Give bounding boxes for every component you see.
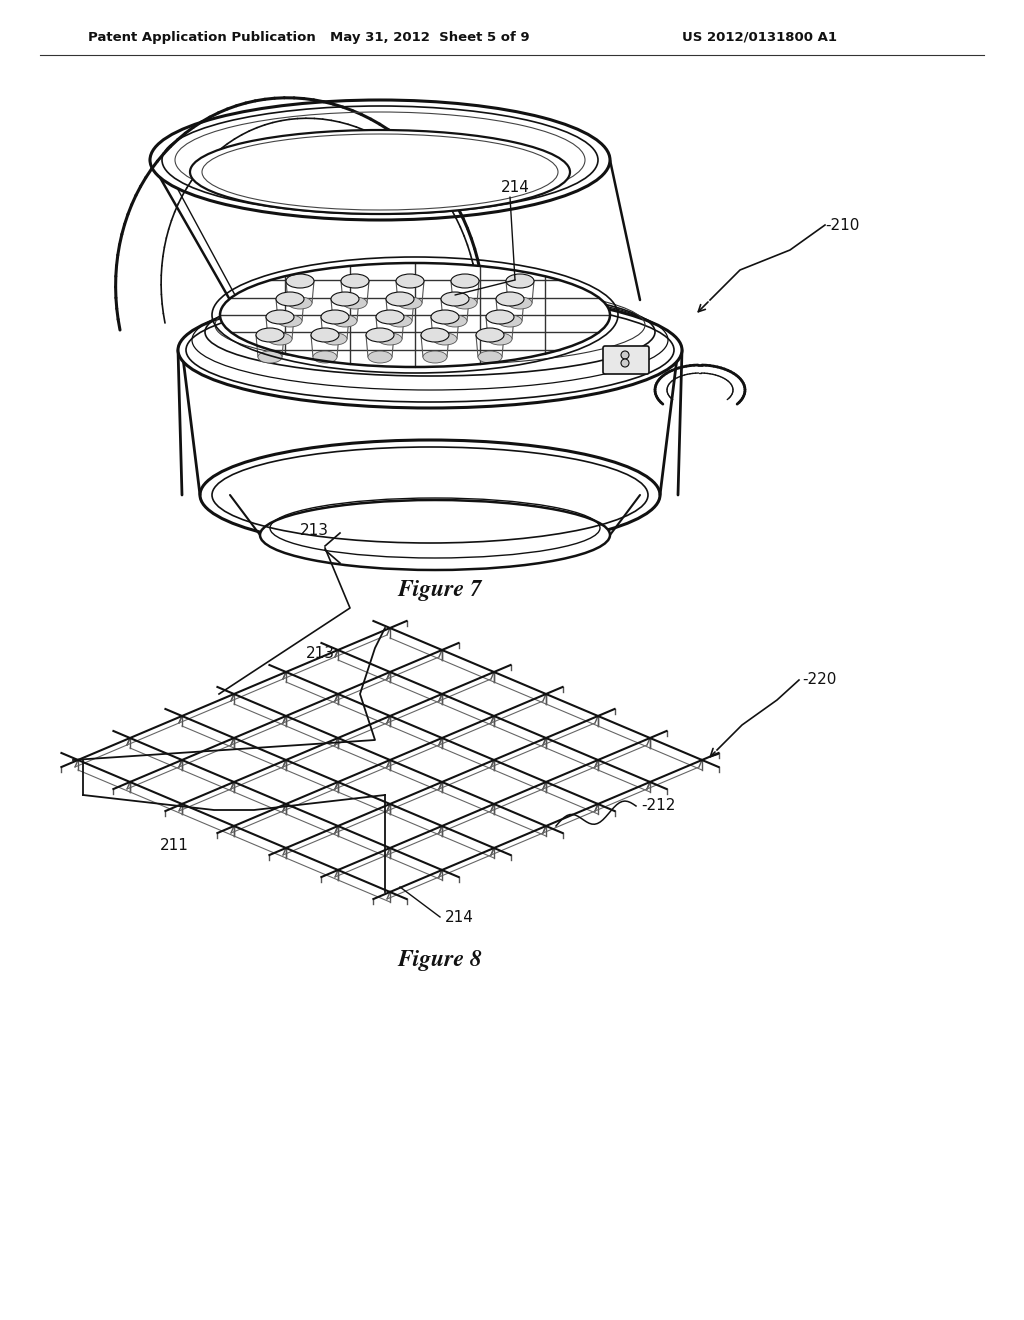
- Ellipse shape: [508, 297, 532, 309]
- Ellipse shape: [498, 315, 522, 327]
- Ellipse shape: [378, 333, 402, 345]
- Ellipse shape: [321, 310, 349, 323]
- Ellipse shape: [423, 351, 447, 363]
- Polygon shape: [286, 826, 390, 870]
- Ellipse shape: [453, 297, 477, 309]
- Ellipse shape: [451, 275, 479, 288]
- Polygon shape: [546, 760, 650, 804]
- Ellipse shape: [190, 129, 570, 214]
- Polygon shape: [598, 738, 702, 781]
- Polygon shape: [338, 847, 442, 892]
- Text: Patent Application Publication: Patent Application Publication: [88, 30, 315, 44]
- Polygon shape: [546, 715, 650, 760]
- Polygon shape: [494, 694, 598, 738]
- Text: -210: -210: [825, 218, 859, 232]
- Polygon shape: [338, 672, 442, 715]
- Ellipse shape: [488, 333, 512, 345]
- Ellipse shape: [341, 275, 369, 288]
- Ellipse shape: [260, 500, 610, 570]
- Polygon shape: [390, 738, 494, 781]
- Ellipse shape: [323, 333, 347, 345]
- Polygon shape: [234, 715, 338, 760]
- Text: -220: -220: [802, 672, 837, 688]
- Text: Figure 8: Figure 8: [397, 949, 482, 972]
- Ellipse shape: [433, 333, 457, 345]
- Text: Figure 7: Figure 7: [397, 579, 482, 601]
- Polygon shape: [494, 738, 598, 781]
- Ellipse shape: [286, 275, 314, 288]
- Text: 214: 214: [501, 180, 529, 195]
- Polygon shape: [182, 781, 286, 826]
- Polygon shape: [442, 804, 546, 847]
- Polygon shape: [338, 715, 442, 760]
- Polygon shape: [130, 715, 234, 760]
- Ellipse shape: [376, 310, 404, 323]
- Polygon shape: [234, 760, 338, 804]
- Ellipse shape: [278, 315, 302, 327]
- Polygon shape: [286, 694, 390, 738]
- Polygon shape: [286, 649, 390, 694]
- Ellipse shape: [421, 327, 449, 342]
- Ellipse shape: [368, 351, 392, 363]
- Ellipse shape: [476, 327, 504, 342]
- Ellipse shape: [621, 351, 629, 359]
- Polygon shape: [338, 760, 442, 804]
- Polygon shape: [442, 715, 546, 760]
- Ellipse shape: [331, 292, 359, 306]
- Ellipse shape: [386, 292, 414, 306]
- Ellipse shape: [268, 333, 292, 345]
- Ellipse shape: [343, 297, 367, 309]
- Ellipse shape: [398, 297, 422, 309]
- Ellipse shape: [333, 315, 357, 327]
- Ellipse shape: [506, 275, 534, 288]
- Polygon shape: [130, 760, 234, 804]
- Polygon shape: [390, 649, 494, 694]
- Polygon shape: [338, 804, 442, 847]
- Polygon shape: [286, 781, 390, 826]
- Ellipse shape: [178, 292, 682, 408]
- Text: -212: -212: [641, 799, 676, 813]
- FancyBboxPatch shape: [603, 346, 649, 374]
- Text: US 2012/0131800 A1: US 2012/0131800 A1: [683, 30, 838, 44]
- Polygon shape: [182, 738, 286, 781]
- Polygon shape: [390, 826, 494, 870]
- Polygon shape: [182, 694, 286, 738]
- Polygon shape: [338, 628, 442, 672]
- Text: May 31, 2012  Sheet 5 of 9: May 31, 2012 Sheet 5 of 9: [330, 30, 529, 44]
- Ellipse shape: [366, 327, 394, 342]
- Ellipse shape: [150, 100, 610, 220]
- Text: 213: 213: [300, 523, 329, 539]
- Ellipse shape: [496, 292, 524, 306]
- Ellipse shape: [441, 292, 469, 306]
- Ellipse shape: [311, 327, 339, 342]
- Ellipse shape: [478, 351, 502, 363]
- Text: 211: 211: [160, 838, 188, 853]
- Ellipse shape: [431, 310, 459, 323]
- Polygon shape: [286, 738, 390, 781]
- Ellipse shape: [220, 263, 610, 367]
- Polygon shape: [234, 804, 338, 847]
- Polygon shape: [442, 760, 546, 804]
- Ellipse shape: [276, 292, 304, 306]
- Ellipse shape: [396, 275, 424, 288]
- Polygon shape: [78, 738, 182, 781]
- Ellipse shape: [288, 297, 312, 309]
- Ellipse shape: [200, 440, 660, 550]
- Ellipse shape: [266, 310, 294, 323]
- Ellipse shape: [443, 315, 467, 327]
- Ellipse shape: [621, 359, 629, 367]
- Ellipse shape: [258, 351, 282, 363]
- Polygon shape: [390, 781, 494, 826]
- Polygon shape: [494, 781, 598, 826]
- Text: 213: 213: [305, 647, 335, 661]
- Ellipse shape: [486, 310, 514, 323]
- Ellipse shape: [313, 351, 337, 363]
- Polygon shape: [442, 672, 546, 715]
- Text: 214: 214: [445, 909, 474, 924]
- Polygon shape: [234, 672, 338, 715]
- Polygon shape: [390, 694, 494, 738]
- Ellipse shape: [256, 327, 284, 342]
- Ellipse shape: [388, 315, 412, 327]
